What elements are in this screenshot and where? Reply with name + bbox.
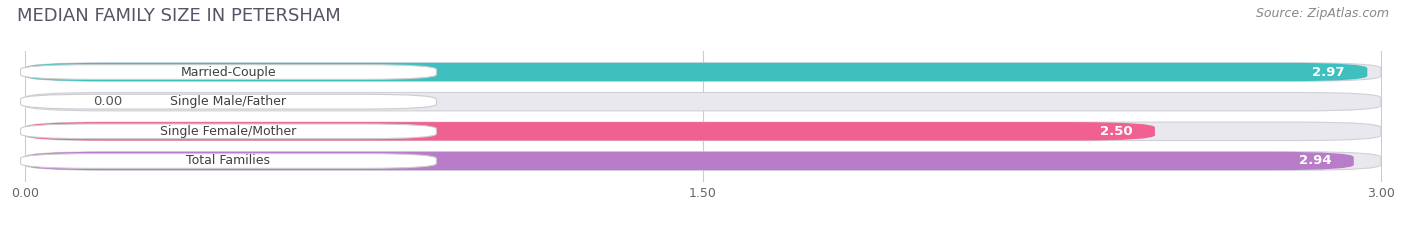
FancyBboxPatch shape bbox=[25, 93, 1381, 111]
FancyBboxPatch shape bbox=[21, 94, 436, 109]
Text: Total Families: Total Families bbox=[187, 154, 270, 168]
Text: 0.00: 0.00 bbox=[93, 95, 122, 108]
Text: Source: ZipAtlas.com: Source: ZipAtlas.com bbox=[1256, 7, 1389, 20]
FancyBboxPatch shape bbox=[21, 124, 436, 139]
FancyBboxPatch shape bbox=[25, 63, 1368, 81]
FancyBboxPatch shape bbox=[25, 122, 1381, 140]
FancyBboxPatch shape bbox=[21, 154, 436, 168]
FancyBboxPatch shape bbox=[25, 152, 1381, 170]
FancyBboxPatch shape bbox=[25, 63, 1381, 81]
Text: Single Male/Father: Single Male/Father bbox=[170, 95, 287, 108]
Text: 2.50: 2.50 bbox=[1099, 125, 1132, 138]
FancyBboxPatch shape bbox=[25, 152, 1354, 170]
FancyBboxPatch shape bbox=[21, 65, 436, 79]
Text: MEDIAN FAMILY SIZE IN PETERSHAM: MEDIAN FAMILY SIZE IN PETERSHAM bbox=[17, 7, 340, 25]
Text: Married-Couple: Married-Couple bbox=[180, 65, 277, 79]
Text: Single Female/Mother: Single Female/Mother bbox=[160, 125, 297, 138]
Text: 2.97: 2.97 bbox=[1312, 65, 1344, 79]
FancyBboxPatch shape bbox=[25, 122, 1154, 140]
Text: 2.94: 2.94 bbox=[1299, 154, 1331, 168]
